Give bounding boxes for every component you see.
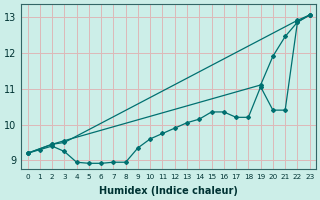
X-axis label: Humidex (Indice chaleur): Humidex (Indice chaleur) <box>99 186 238 196</box>
